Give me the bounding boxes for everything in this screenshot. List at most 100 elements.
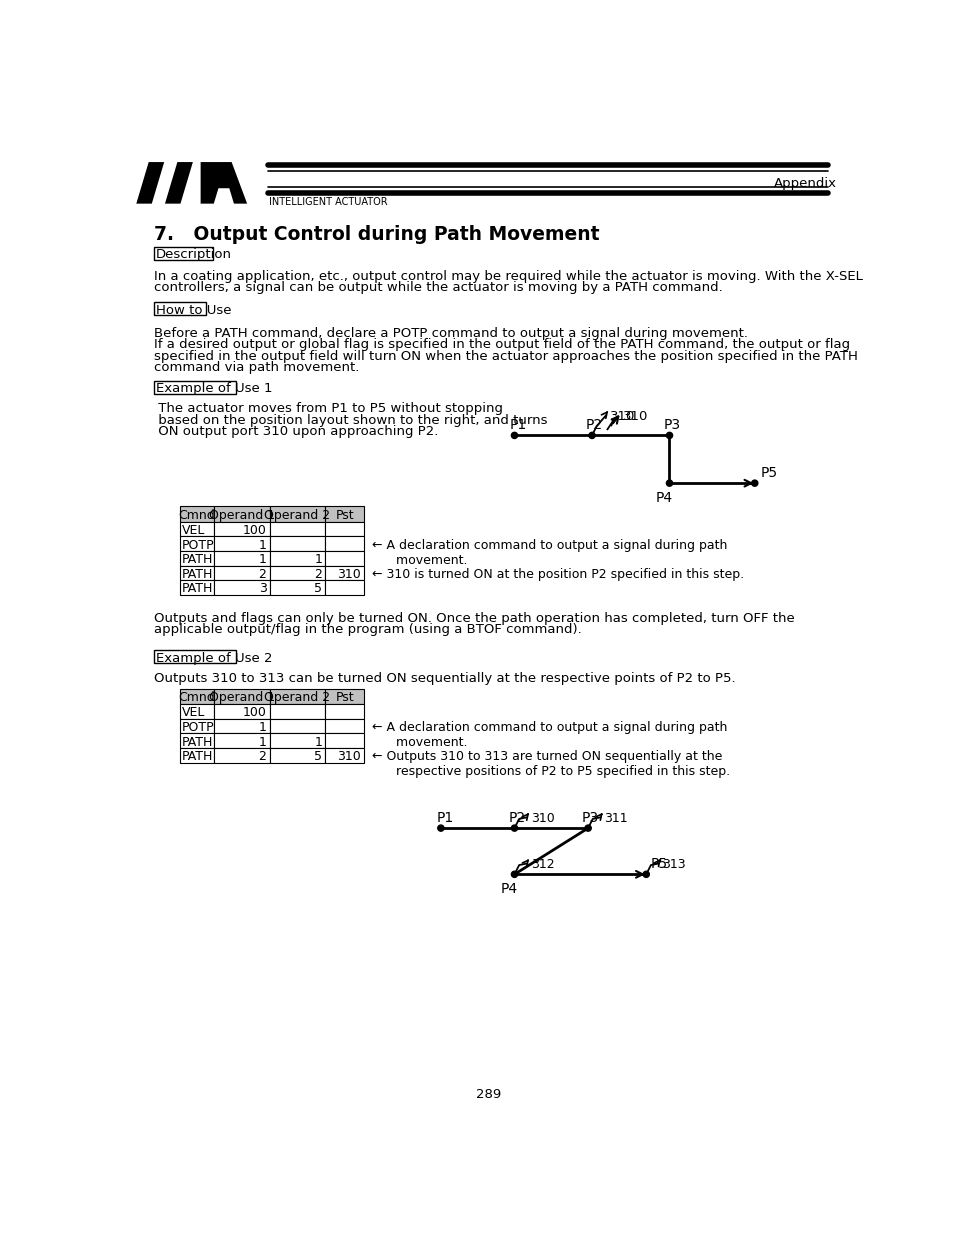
Text: 310: 310	[337, 751, 360, 763]
Text: Example of Use 1: Example of Use 1	[155, 383, 272, 395]
Text: ← A declaration command to output a signal during path
      movement.: ← A declaration command to output a sign…	[372, 538, 726, 567]
Bar	[325, 719, 364, 734]
Text: P3: P3	[662, 419, 679, 432]
Text: command via path movement.: command via path movement.	[154, 362, 359, 374]
Bar	[270, 580, 325, 595]
Bar	[325, 536, 364, 551]
Text: 3: 3	[258, 583, 266, 595]
Text: ← 310 is turned ON at the position P2 specified in this step.: ← 310 is turned ON at the position P2 sp…	[372, 568, 743, 580]
Text: POTP: POTP	[182, 721, 214, 734]
Text: 2: 2	[314, 568, 322, 580]
Bar	[213, 734, 270, 748]
Bar	[270, 734, 325, 748]
Bar	[213, 704, 270, 719]
Text: P1: P1	[436, 811, 453, 825]
Text: Pst: Pst	[335, 692, 354, 704]
Bar	[179, 551, 213, 566]
Text: Operand 2: Operand 2	[264, 509, 331, 521]
Text: specified in the output field will turn ON when the actuator approaches the posi: specified in the output field will turn …	[154, 350, 857, 363]
Text: Outputs 310 to 313 can be turned ON sequentially at the respective points of P2 : Outputs 310 to 313 can be turned ON sequ…	[154, 672, 735, 684]
Bar	[270, 506, 325, 521]
Bar	[325, 704, 364, 719]
Text: VEL: VEL	[182, 524, 205, 537]
Bar	[325, 551, 364, 566]
Text: 311: 311	[604, 811, 627, 825]
Bar	[325, 689, 364, 704]
Bar	[154, 247, 213, 259]
Text: Cmnd: Cmnd	[178, 692, 214, 704]
Text: P4: P4	[655, 490, 672, 505]
Text: based on the position layout shown to the right, and turns: based on the position layout shown to th…	[154, 414, 547, 427]
Circle shape	[511, 432, 517, 438]
Text: Operand 1: Operand 1	[209, 509, 274, 521]
Text: 5: 5	[314, 751, 322, 763]
Text: 7.   Output Control during Path Movement: 7. Output Control during Path Movement	[154, 225, 599, 245]
Text: applicable output/flag in the program (using a BTOF command).: applicable output/flag in the program (u…	[154, 624, 581, 636]
Text: In a coating application, etc., output control may be required while the actuato: In a coating application, etc., output c…	[154, 270, 862, 283]
Bar	[179, 719, 213, 734]
Circle shape	[584, 825, 591, 831]
Text: How to Use: How to Use	[155, 304, 231, 316]
Text: Cmnd: Cmnd	[178, 509, 214, 521]
Bar	[213, 580, 270, 595]
Bar	[179, 506, 213, 521]
Text: Description: Description	[155, 248, 232, 262]
Text: 1: 1	[258, 721, 266, 734]
Text: VEL: VEL	[182, 706, 205, 720]
Text: 1: 1	[314, 736, 322, 748]
Bar	[270, 719, 325, 734]
Text: P1: P1	[509, 419, 527, 432]
Circle shape	[666, 432, 672, 438]
Bar	[213, 748, 270, 763]
Text: ← Outputs 310 to 313 are turned ON sequentially at the
      respective position: ← Outputs 310 to 313 are turned ON seque…	[372, 751, 729, 778]
Circle shape	[437, 825, 443, 831]
Text: Outputs and flags can only be turned ON. Once the path operation has completed, : Outputs and flags can only be turned ON.…	[154, 611, 794, 625]
Text: PATH: PATH	[182, 568, 213, 580]
Circle shape	[666, 480, 672, 487]
Text: ON output port 310 upon approaching P2.: ON output port 310 upon approaching P2.	[154, 425, 438, 438]
Bar	[154, 380, 236, 394]
Circle shape	[511, 825, 517, 831]
Bar	[270, 748, 325, 763]
Text: 310: 310	[609, 410, 635, 424]
Text: Operand 2: Operand 2	[264, 692, 331, 704]
Text: P5: P5	[760, 466, 778, 480]
Bar	[213, 566, 270, 580]
Text: 310: 310	[337, 568, 360, 580]
Circle shape	[511, 871, 517, 877]
Bar	[179, 536, 213, 551]
Text: 310: 310	[622, 410, 648, 424]
Bar	[270, 536, 325, 551]
Bar	[213, 719, 270, 734]
Text: Example of Use 2: Example of Use 2	[155, 652, 272, 664]
Polygon shape	[200, 162, 247, 204]
Text: 2: 2	[258, 751, 266, 763]
Text: 100: 100	[242, 706, 266, 720]
Bar	[270, 689, 325, 704]
Text: P2: P2	[508, 811, 525, 825]
Bar	[213, 521, 270, 536]
Bar	[325, 506, 364, 521]
Text: 1: 1	[258, 736, 266, 748]
Bar	[270, 566, 325, 580]
Bar	[154, 303, 206, 315]
Bar	[270, 551, 325, 566]
Bar	[270, 704, 325, 719]
Circle shape	[588, 432, 595, 438]
Text: The actuator moves from P1 to P5 without stopping: The actuator moves from P1 to P5 without…	[154, 403, 502, 415]
Polygon shape	[136, 162, 164, 204]
Text: INTELLIGENT ACTUATOR: INTELLIGENT ACTUATOR	[269, 196, 387, 206]
Text: PATH: PATH	[182, 736, 213, 748]
Text: Before a PATH command, declare a POTP command to output a signal during movement: Before a PATH command, declare a POTP co…	[154, 327, 747, 340]
Polygon shape	[165, 162, 193, 204]
Bar	[325, 748, 364, 763]
Bar	[179, 521, 213, 536]
Circle shape	[642, 871, 649, 877]
Bar	[213, 536, 270, 551]
Bar	[325, 734, 364, 748]
Text: PATH: PATH	[182, 553, 213, 566]
Text: 313: 313	[661, 858, 685, 871]
Text: If a desired output or global flag is specified in the output field of the PATH : If a desired output or global flag is sp…	[154, 338, 849, 352]
Bar	[325, 566, 364, 580]
Text: 1: 1	[314, 553, 322, 566]
